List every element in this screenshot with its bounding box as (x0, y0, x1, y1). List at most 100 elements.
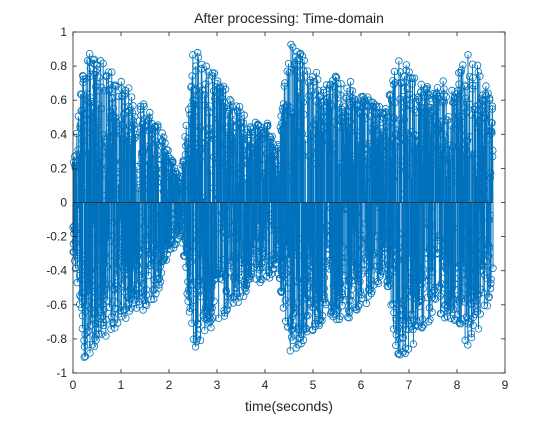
stem-marker (375, 139, 383, 148)
stem-marker (367, 214, 376, 222)
stem-marker (285, 225, 294, 234)
stem-marker (166, 197, 174, 205)
stem-marker (261, 169, 269, 177)
stem-marker (146, 108, 154, 117)
stem-marker (107, 231, 115, 240)
stem-marker (478, 96, 486, 104)
stem-marker (313, 307, 322, 316)
stem-marker (185, 150, 193, 159)
stem-marker (334, 280, 343, 288)
stem-marker (116, 162, 124, 170)
stem-marker (197, 292, 205, 301)
stem-marker (392, 267, 401, 276)
stem-marker (228, 128, 237, 137)
stem-marker (143, 233, 151, 241)
stem-marker (211, 206, 219, 215)
stem-marker (309, 326, 317, 334)
stem-marker (189, 302, 198, 311)
stem-marker (156, 220, 164, 228)
stem-marker (278, 219, 287, 228)
stem-marker (240, 151, 248, 160)
stem-marker (317, 158, 325, 166)
stem-marker (318, 211, 327, 219)
stem-marker (81, 251, 90, 259)
stem-marker (74, 146, 82, 154)
stem-marker (272, 196, 280, 204)
stem-marker (297, 96, 306, 104)
stem-marker (391, 78, 399, 87)
stem-marker (363, 256, 372, 265)
stem-marker (436, 236, 444, 245)
stem-marker (335, 220, 343, 229)
y-axis-ticks: -1 -0.8 -0.6 -0.4 -0.2 0 0.2 0.4 0.6 0.8 1 (46, 25, 505, 380)
stem-marker (451, 286, 460, 294)
stem-marker (167, 229, 176, 238)
stem-marker (457, 234, 465, 243)
stem-marker (131, 133, 139, 142)
stem-marker (435, 164, 444, 172)
stem-marker (354, 209, 363, 217)
stem-marker (347, 296, 355, 305)
stem-marker (375, 262, 384, 271)
stem-marker (249, 246, 258, 254)
stem-marker (74, 255, 82, 263)
stem-marker (404, 129, 412, 138)
stem-marker (275, 166, 283, 174)
stem-marker (244, 160, 252, 168)
stem-marker (143, 215, 151, 223)
stem-marker (200, 261, 208, 269)
stem-marker (289, 110, 298, 118)
stem-marker (223, 185, 232, 193)
stem-marker (322, 263, 330, 271)
stem-marker (350, 160, 358, 168)
stem-marker (80, 353, 88, 361)
stem-marker (230, 130, 239, 138)
stem-marker (468, 246, 476, 254)
stem-marker (275, 143, 283, 151)
stem-marker (412, 225, 420, 233)
stem-marker (214, 264, 223, 272)
stem-marker (188, 183, 197, 191)
stem-marker (87, 97, 96, 106)
stem-marker (279, 236, 287, 244)
stem-marker (485, 216, 493, 224)
stem-marker (221, 234, 229, 242)
stem-marker (402, 95, 410, 104)
stem-marker (379, 146, 388, 154)
stem-marker (307, 132, 316, 140)
stem-marker (445, 259, 453, 267)
stem-marker (416, 102, 424, 111)
stem-marker (422, 122, 430, 130)
stem-marker (237, 119, 246, 127)
stem-marker (385, 279, 394, 287)
stem-marker (247, 124, 255, 132)
stem-marker (192, 335, 201, 343)
stem-marker (107, 139, 116, 148)
stem-marker (382, 181, 391, 189)
stem-marker (222, 125, 230, 133)
stem-marker (254, 220, 262, 228)
stem-marker (182, 263, 190, 271)
stem-marker (369, 98, 377, 107)
stem-marker (462, 94, 470, 102)
stem-marker (262, 253, 270, 261)
stem-marker (77, 293, 85, 301)
stem-marker (457, 315, 466, 323)
stem-marker (103, 231, 112, 240)
stem-marker (324, 128, 332, 137)
stem-marker (279, 100, 288, 108)
stem-marker (403, 285, 412, 293)
stem-marker (401, 256, 410, 264)
stem-marker (464, 341, 472, 349)
stem-marker (131, 290, 139, 299)
stem-marker (313, 290, 321, 298)
stem-marker (346, 87, 354, 95)
stem-marker (211, 274, 219, 283)
stem-marker (486, 284, 495, 293)
stem-marker (482, 257, 491, 266)
y-tick-label: 0.6 (50, 93, 67, 107)
stem-marker (320, 295, 329, 303)
y-tick-label: 1 (60, 25, 67, 39)
stem-marker (405, 90, 414, 98)
